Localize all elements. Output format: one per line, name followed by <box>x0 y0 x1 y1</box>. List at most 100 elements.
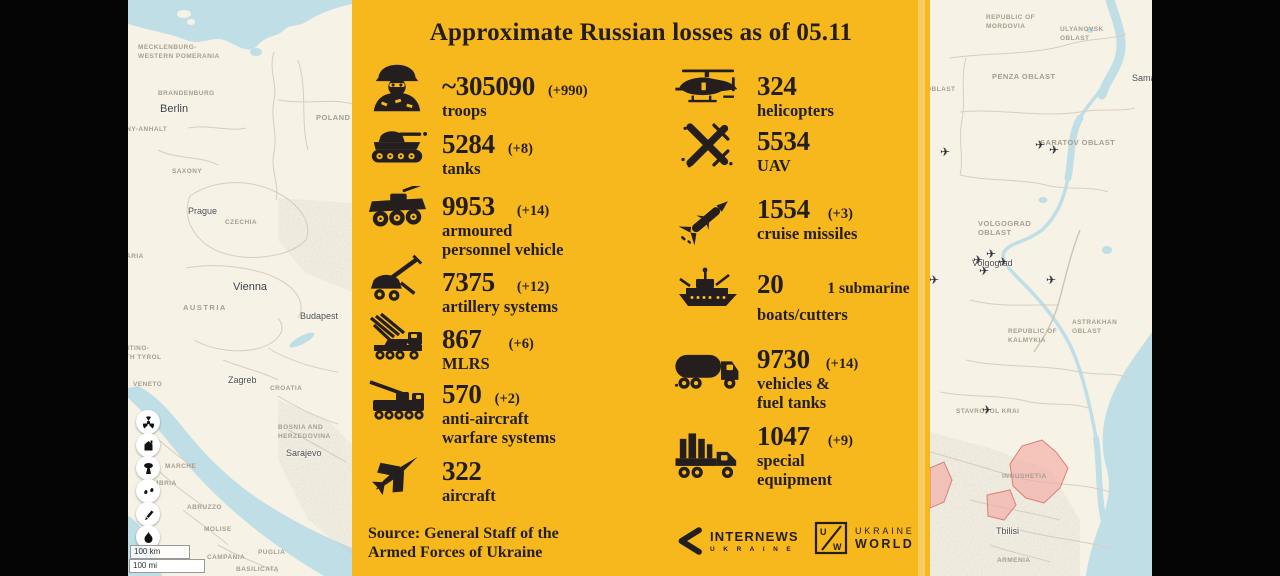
stat-label: troops <box>442 101 487 120</box>
uav-icon <box>673 118 743 172</box>
stat-value: 322 <box>442 456 482 486</box>
aircraft-marker[interactable]: ✈ <box>930 273 940 287</box>
stat-label: tanks <box>442 159 481 178</box>
aircraft-marker[interactable]: ✈ <box>972 253 984 267</box>
ukraine-world-mark-icon: U W <box>814 521 848 555</box>
stat-value: 1554 <box>757 194 810 224</box>
aircraft-marker[interactable]: ✈ <box>985 247 997 261</box>
anti-aircraft-icon <box>366 378 430 430</box>
jet-icon <box>366 448 428 498</box>
radiation-layer-button[interactable] <box>136 410 160 434</box>
aircraft-marker[interactable]: ✈ <box>1048 143 1060 157</box>
letterbox-left <box>0 0 128 576</box>
radiation-icon <box>142 415 154 428</box>
soldier-icon <box>366 60 428 112</box>
region-label: BRANDENBURG <box>158 90 215 97</box>
stat-apv: 9953 (+14) armoured personnel vehicle <box>442 191 563 259</box>
aircraft-marker[interactable]: ✈ <box>978 264 990 278</box>
stat-label: boats/cutters <box>757 305 848 324</box>
region-label: BAVARIA <box>128 253 144 260</box>
stat-cruise-missiles: 1554 (+3) cruise missiles <box>757 194 857 244</box>
map-russia[interactable]: REPUBLIC OF MORDOVIA ULYANOVSK OBLAST PE… <box>930 0 1152 576</box>
aircraft-marker[interactable]: ✈ <box>1034 138 1046 152</box>
stat-value: 9953 <box>442 191 495 221</box>
city-label-vienna: Vienna <box>233 281 268 293</box>
aircraft-marker[interactable]: ✈ <box>981 403 993 417</box>
internews-sub: U K R A I N E <box>710 546 795 553</box>
stat-vehicles-fuel: 9730 (+14) vehicles & fuel tanks <box>757 344 858 412</box>
stat-delta: (+2) <box>494 391 520 407</box>
stat-value: 7375 <box>442 267 495 297</box>
pencil-icon <box>144 510 153 520</box>
ukraine-world-bottom: WORLD <box>855 536 915 551</box>
region-label: CROATIA <box>270 385 303 392</box>
mushroom-cloud-icon <box>143 462 153 474</box>
stat-label: special equipment <box>757 451 833 489</box>
internews-ukraine-logo: INTERNEWS U K R A I N E <box>674 524 799 558</box>
stat-label: MLRS <box>442 354 490 373</box>
source-text: Source: General Staff of the Armed Force… <box>368 525 559 561</box>
stat-label: anti-aircraft warfare systems <box>442 409 556 447</box>
svg-text:W: W <box>833 542 842 552</box>
panel-edge-highlight <box>918 0 925 576</box>
scale-bar-km: 100 km <box>130 545 190 559</box>
stat-value: 5284 <box>442 129 495 159</box>
region-label: SAXONY <box>172 168 203 175</box>
stat-delta: (+990) <box>547 83 588 99</box>
stat-tanks: 5284 (+8) tanks <box>442 129 533 179</box>
stat-label: helicopters <box>757 101 834 120</box>
stat-value: ~305090 <box>442 71 535 101</box>
flame-icon <box>144 531 152 543</box>
map-europe[interactable]: MECKLENBURG- WESTERN POMERANIA BRANDENBU… <box>128 0 352 576</box>
tank-icon <box>366 123 428 169</box>
region-label: CZECHIA <box>225 219 258 226</box>
shelling-layer-button[interactable] <box>136 479 160 503</box>
stat-label: artillery systems <box>442 297 558 316</box>
stat-aircraft: 322 aircraft <box>442 456 496 506</box>
building-layer-button[interactable] <box>136 433 160 457</box>
stat-mlrs: 867 (+6) MLRS <box>442 324 534 374</box>
stat-value: 20 <box>757 269 784 299</box>
sparks-icon <box>143 487 153 494</box>
region-label: ASTRAKHAN OBLAST <box>1072 319 1118 335</box>
region-label: STAVROPOL KRAI <box>956 408 1020 415</box>
internews-name: INTERNEWS <box>710 529 799 544</box>
city-label-tbilisi: Tbilisi <box>996 526 1020 536</box>
aircraft-marker[interactable]: ✈ <box>997 255 1009 269</box>
cruise-missile-icon <box>673 191 743 245</box>
region-label: BASILICATA <box>236 566 279 573</box>
explosion-layer-button[interactable] <box>136 456 160 480</box>
ukraine-world-logo: U W UKRAINE WORLD <box>814 521 915 555</box>
stat-delta: (+12) <box>516 279 550 295</box>
aircraft-marker[interactable]: ✈ <box>1045 273 1057 287</box>
region-label: MOLISE <box>204 526 232 533</box>
stat-value: 9730 <box>757 344 810 374</box>
draw-layer-button[interactable] <box>136 502 160 526</box>
city-label-sarajevo: Sarajevo <box>286 448 322 458</box>
region-label: POLAND <box>316 113 351 122</box>
region-label: UMBRIA <box>148 480 177 487</box>
internews-chevron-icon <box>678 527 702 555</box>
region-label: VENETO <box>133 381 163 388</box>
stat-label: aircraft <box>442 486 496 505</box>
region-label: ULYANOVSK OBLAST <box>1060 26 1104 42</box>
region-label: MARCHE <box>165 463 197 470</box>
stat-helicopters: 324 helicopters <box>757 71 834 121</box>
city-label-volgograd: Volgograd <box>972 258 1013 268</box>
mlrs-icon <box>366 313 430 365</box>
stat-delta: (+3) <box>827 206 853 222</box>
region-label: TRENTINO- SOUTH TYROL <box>128 345 162 361</box>
region-label: ARMENIA <box>997 557 1031 564</box>
stat-label: armoured personnel vehicle <box>442 221 564 259</box>
region-label: OBLAST <box>930 86 956 93</box>
stat-artillery: 7375 (+12) artillery systems <box>442 267 558 317</box>
helicopter-icon <box>673 63 743 113</box>
stat-troops: ~305090 (+990) troops <box>442 71 588 121</box>
region-label: REPUBLIC OF MORDOVIA <box>986 14 1036 30</box>
region-label: PUGLIA <box>258 549 286 556</box>
aircraft-marker[interactable]: ✈ <box>939 145 951 159</box>
city-label-budapest: Budapest <box>300 311 339 321</box>
stat-delta: (+8) <box>507 141 533 157</box>
stat-value: 324 <box>757 71 797 101</box>
stat-delta: (+14) <box>516 203 550 219</box>
